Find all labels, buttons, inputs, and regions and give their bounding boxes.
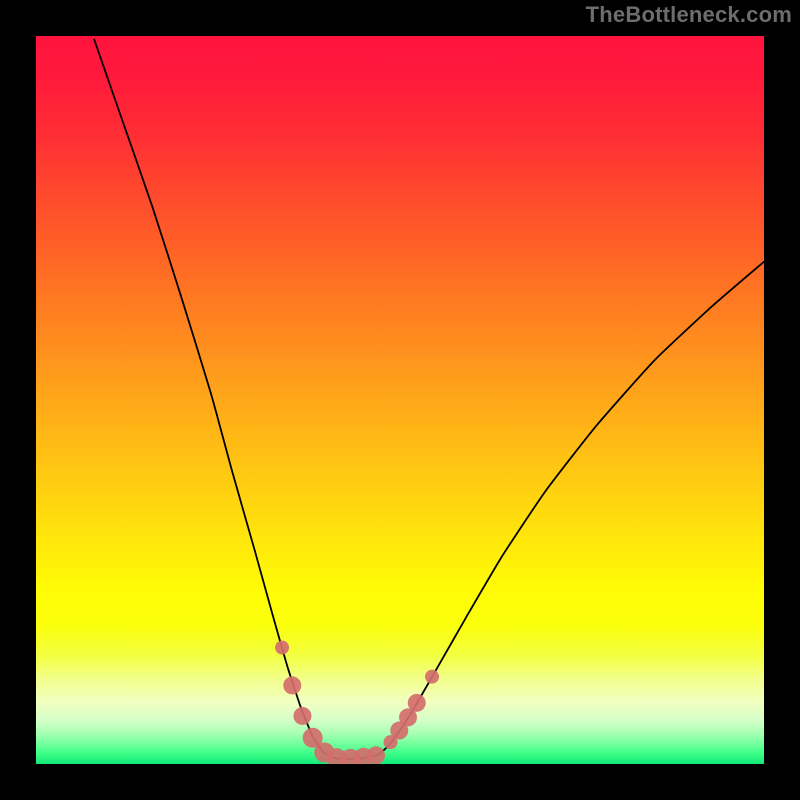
marker-dot — [283, 676, 301, 694]
chart-background — [36, 36, 764, 764]
marker-dot — [367, 746, 385, 764]
chart-frame: TheBottleneck.com — [0, 0, 800, 800]
marker-dot — [425, 670, 439, 684]
watermark-text: TheBottleneck.com — [586, 2, 792, 28]
chart-plot-area — [36, 36, 764, 764]
chart-svg — [36, 36, 764, 764]
marker-dot — [275, 641, 289, 655]
marker-dot — [293, 707, 311, 725]
marker-dot — [408, 694, 426, 712]
